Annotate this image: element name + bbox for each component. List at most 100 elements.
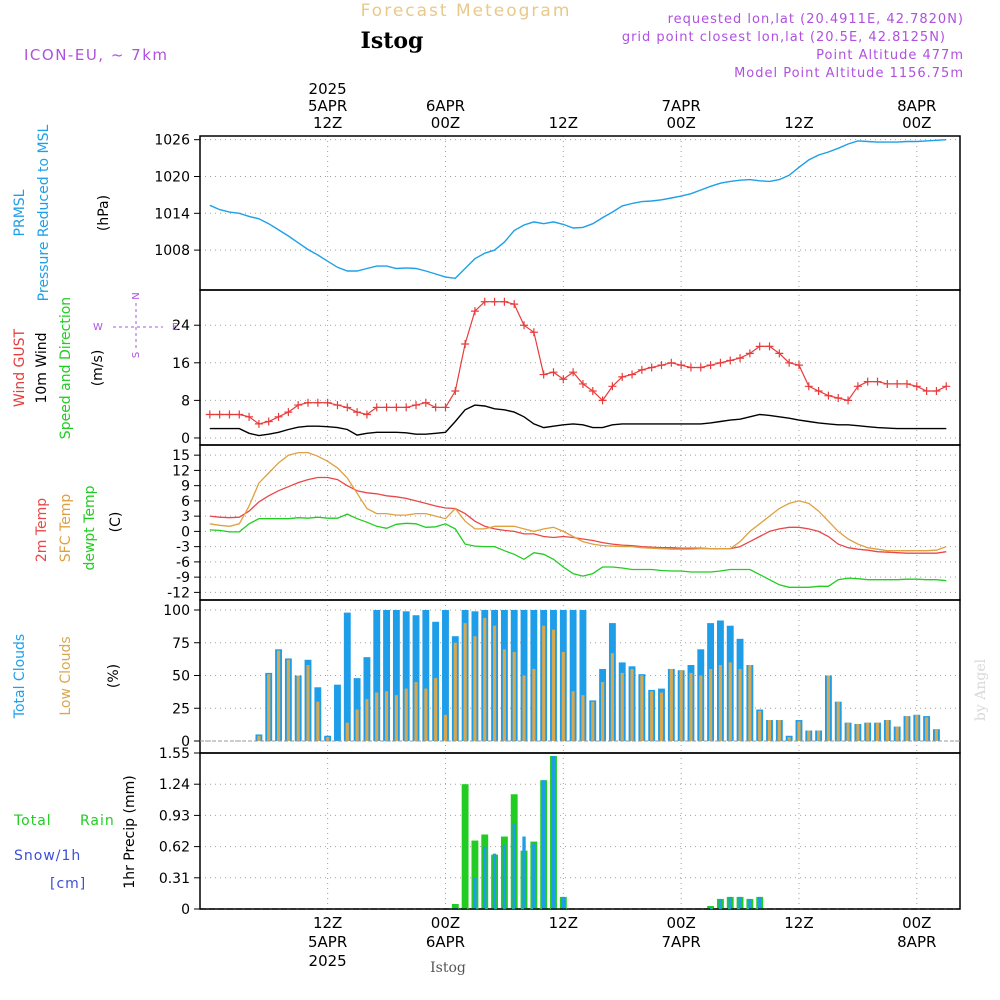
gust-marker [245,412,254,421]
gust-marker [863,377,872,386]
pressure-line [209,139,947,280]
time-label-top: 12Z [784,114,813,132]
pressure-unit: (hPa) [96,195,112,231]
gust-marker [598,396,607,405]
gust-marker [588,386,597,395]
low-cloud-bar [493,625,497,741]
low-cloud-bar [443,714,448,741]
low-cloud-bar [276,650,281,741]
low-cloud-bar [267,674,271,741]
low-cloud-bar [817,730,821,741]
ytick-label: 50 [172,669,190,685]
ytick-label: 8 [181,393,190,409]
gust-marker [618,372,627,381]
total-cloud-bar [363,657,371,741]
wind-10m-label: 10m Wind [34,332,50,403]
pressure-panel: 1008 1014 1020 1026 [154,133,961,291]
gust-marker [520,321,529,330]
gust-marker [569,368,578,377]
low-cloud-bar [561,651,565,741]
compass-south: S [131,352,142,358]
time-label-top: 5APR [308,97,347,115]
watermark: by Angel [973,658,989,721]
total-cloud-bar [373,610,381,741]
pressure-label-2: Pressure Reduced to MSL [36,124,52,301]
gust-marker [775,349,784,358]
gust-marker [785,358,794,367]
gust-marker [755,342,764,351]
compass-west: W [93,322,103,333]
low-cloud-bar [650,691,654,741]
low-cloud-bar [934,729,939,741]
low-cloud-bar [659,692,664,741]
low-cloud-bar [925,717,929,741]
pressure-label-1: PRMSL [12,189,28,236]
rain-bar [451,903,459,909]
time-label-top: 7APR [661,97,700,115]
gust-marker [392,403,401,412]
gust-marker [294,401,303,410]
gust-marker [726,356,735,365]
low-cloud-bar [758,710,762,741]
ytick-label: 75 [172,636,190,652]
low-cloud-bar [669,668,673,741]
low-cloud-bar [610,653,614,741]
gust-marker [794,361,803,370]
gust-marker [274,412,283,421]
time-label-bottom: 00Z [431,914,460,932]
low-cloud-bar [453,642,457,741]
gust-marker [451,386,460,395]
low-cloud-bar [542,625,546,741]
requested-point: requested lon,lat (20.4911E, 42.7820N) [668,12,964,27]
gust-marker [922,386,931,395]
time-label-bottom: 7APR [661,933,700,951]
clouds-unit: (%) [106,664,122,688]
low-cloud-bar [866,722,870,741]
low-cloud-bar [512,651,516,741]
panel-frame [199,289,961,446]
snow-bar [758,896,762,909]
ytick-label: 16 [172,356,190,372]
low-cloud-bar [728,662,732,741]
gust-marker [304,398,313,407]
grid-point: grid point closest lon,lat (20.5E, 42.81… [622,30,946,45]
low-cloud-bar [522,675,526,741]
compass-north: N [131,292,142,299]
time-label-top: 00Z [431,114,460,132]
gust-marker [608,382,617,391]
gust-marker [470,307,479,316]
gust-marker [883,379,892,388]
low-cloud-bar [434,678,438,741]
snow-bar [748,898,752,909]
gust-marker [912,382,921,391]
low-cloud-bar [709,668,713,741]
low-cloud-bar [689,672,693,741]
ytick-label: 0.62 [159,840,190,856]
low-cloud-bar [326,737,330,741]
time-label-bottom: 12Z [549,914,578,932]
gust-marker [932,386,941,395]
snow-unit-label: [cm] [50,876,86,892]
time-label-bottom: 8APR [897,933,936,951]
wind-gust-label: Wind GUST [12,328,28,407]
gust-marker [637,365,646,374]
gust-marker [461,340,470,349]
gust-marker [333,401,342,410]
low-cloud-bar [473,636,477,741]
ytick-label: 0 [181,734,190,750]
low-cloud-bar [306,665,310,741]
low-cloud-bar [394,695,398,741]
model-name: ICON-EU, ~ 7km [24,46,169,64]
gust-marker [745,349,754,358]
gust-marker [942,382,951,391]
compass-rose: N S W E [93,292,178,358]
gust-marker [264,417,273,426]
ytick-label: 0.31 [159,871,190,887]
time-label-bottom: 5APR [308,933,347,951]
temp-dewpt-label: dewpt Temp [82,485,98,570]
low-cloud-bar [316,701,320,741]
ytick-label: 1020 [154,169,190,185]
gust-marker [706,361,715,370]
time-label-top: 2025 [309,80,347,98]
